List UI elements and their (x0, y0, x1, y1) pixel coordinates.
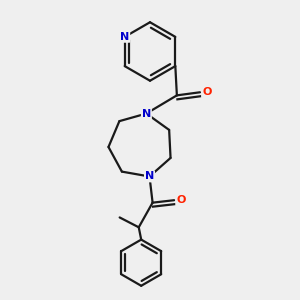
Text: N: N (120, 32, 129, 42)
Text: O: O (202, 87, 211, 97)
Text: N: N (142, 109, 151, 118)
Text: N: N (145, 172, 154, 182)
Text: O: O (176, 195, 186, 205)
